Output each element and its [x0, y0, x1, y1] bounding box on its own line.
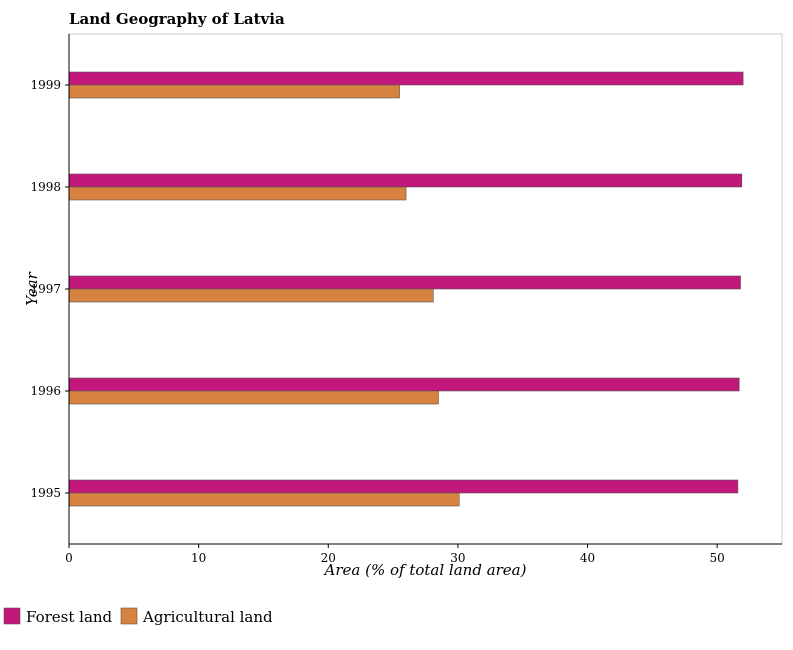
y-tick-label-1999: 1999	[30, 78, 61, 92]
x-tick-label-40: 40	[580, 551, 595, 565]
bar-forest-land-1999	[68, 71, 744, 86]
bar-agricultural-land-1995	[68, 492, 460, 507]
bar-forest-land-1998	[68, 173, 743, 188]
legend: Forest land Agricultural land	[3, 607, 273, 626]
legend-swatch-agricultural-land	[120, 607, 138, 625]
bar-forest-land-1995	[68, 479, 739, 494]
legend-label-forest-land: Forest land	[26, 608, 113, 626]
bar-agricultural-land-1998	[68, 186, 407, 201]
x-tick-label-20: 20	[321, 551, 336, 565]
y-tick-label-1996: 1996	[30, 384, 61, 398]
bars-group	[68, 71, 744, 507]
bar-agricultural-land-1996	[68, 390, 439, 405]
legend-swatch-forest-land	[3, 607, 21, 625]
y-tick-label-1998: 1998	[30, 180, 61, 194]
y-tick-label-1997: 1997	[30, 282, 61, 296]
x-tick-label-30: 30	[450, 551, 465, 565]
x-tick-label-0: 0	[65, 551, 73, 565]
bar-agricultural-land-1997	[68, 288, 434, 303]
y-axis-label: Year	[23, 271, 41, 305]
y-tick-label-1995: 1995	[30, 486, 61, 500]
x-tick-label-10: 10	[191, 551, 206, 565]
x-tick-label-50: 50	[710, 551, 725, 565]
x-ticks-group: 0 10 20 30 40 50	[65, 544, 725, 565]
bar-agricultural-land-1999	[68, 84, 400, 99]
y-ticks-group: 1995 1996 1997 1998 1999	[30, 78, 69, 500]
bar-forest-land-1997	[68, 275, 741, 290]
x-axis-label: Area (% of total land area)	[323, 561, 527, 579]
bar-forest-land-1996	[68, 377, 740, 392]
chart-title: Land Geography of Latvia	[69, 10, 285, 28]
legend-label-agricultural-land: Agricultural land	[142, 608, 273, 626]
